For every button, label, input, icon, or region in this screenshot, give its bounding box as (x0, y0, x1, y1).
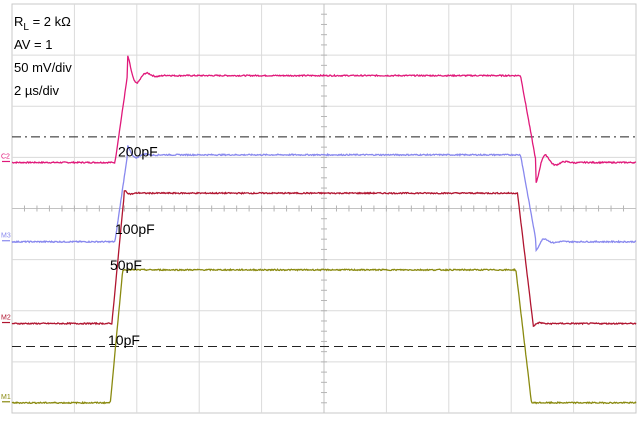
trace-50pF (11, 190, 637, 328)
series-label-100pF: 100pF (115, 221, 155, 237)
trace-200pF (11, 55, 637, 183)
channel-marker-M3: M3 (1, 233, 11, 240)
series-labels: 200pF 100pF 50pF 10pF (108, 144, 158, 348)
series-label-200pF: 200pF (118, 144, 158, 160)
channel-marker-C2: C2 (1, 153, 10, 160)
channel-marker-M2: M2 (1, 315, 11, 322)
series-label-50pF: 50pF (110, 257, 142, 273)
volts-per-div-note: 50 mV/div (14, 60, 72, 75)
gain-note: AV = 1 (14, 37, 52, 52)
settings-annotations: RL = 2 kΩ AV = 1 50 mV/div 2 µs/div (14, 14, 72, 98)
graticule (11, 3, 637, 414)
waveform-traces (11, 55, 637, 405)
trace-100pF (11, 145, 637, 253)
trace-10pF (11, 267, 637, 405)
load-resistance-note: RL = 2 kΩ (14, 14, 71, 33)
channel-markers: C2 M3 M2 M1 (1, 153, 11, 403)
channel-marker-M1: M1 (1, 394, 11, 401)
series-label-10pF: 10pF (108, 332, 140, 348)
time-per-div-note: 2 µs/div (14, 83, 60, 98)
